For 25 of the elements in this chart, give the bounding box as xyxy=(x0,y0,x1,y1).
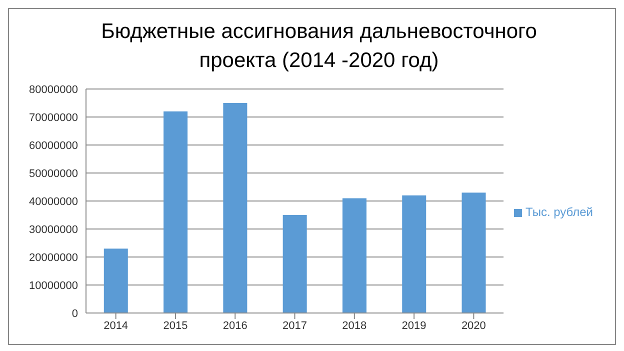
x-tick-label: 2015 xyxy=(163,320,188,332)
y-tick-label: 10000000 xyxy=(29,280,78,292)
x-tick-label: 2016 xyxy=(222,320,248,332)
y-tick-label: 40000000 xyxy=(29,196,78,208)
bar xyxy=(104,248,128,313)
bar xyxy=(223,103,248,313)
x-tick-label: 2020 xyxy=(461,320,486,332)
x-tick-label: 2018 xyxy=(342,320,367,332)
y-tick-label: 50000000 xyxy=(29,168,78,180)
y-tick-label: 20000000 xyxy=(29,252,78,264)
legend-label: Тыс. рублей xyxy=(526,205,593,219)
bar xyxy=(402,195,426,313)
chart-title: Бюджетные ассигнования дальневосточного проекта (2014 -2020 год) xyxy=(100,19,538,74)
x-tick-label: 2019 xyxy=(402,320,426,332)
y-tick-label: 80000000 xyxy=(29,84,78,96)
x-tick-label: 2014 xyxy=(104,320,128,332)
x-tick-label: 2017 xyxy=(282,320,307,332)
bar xyxy=(462,192,486,313)
y-tick-label: 60000000 xyxy=(29,140,78,152)
bar xyxy=(164,111,188,313)
y-tick-label: 30000000 xyxy=(29,224,78,236)
bar xyxy=(282,215,307,313)
y-tick-label: 0 xyxy=(72,308,78,320)
bar xyxy=(342,198,366,313)
y-tick-label: 70000000 xyxy=(29,112,78,124)
